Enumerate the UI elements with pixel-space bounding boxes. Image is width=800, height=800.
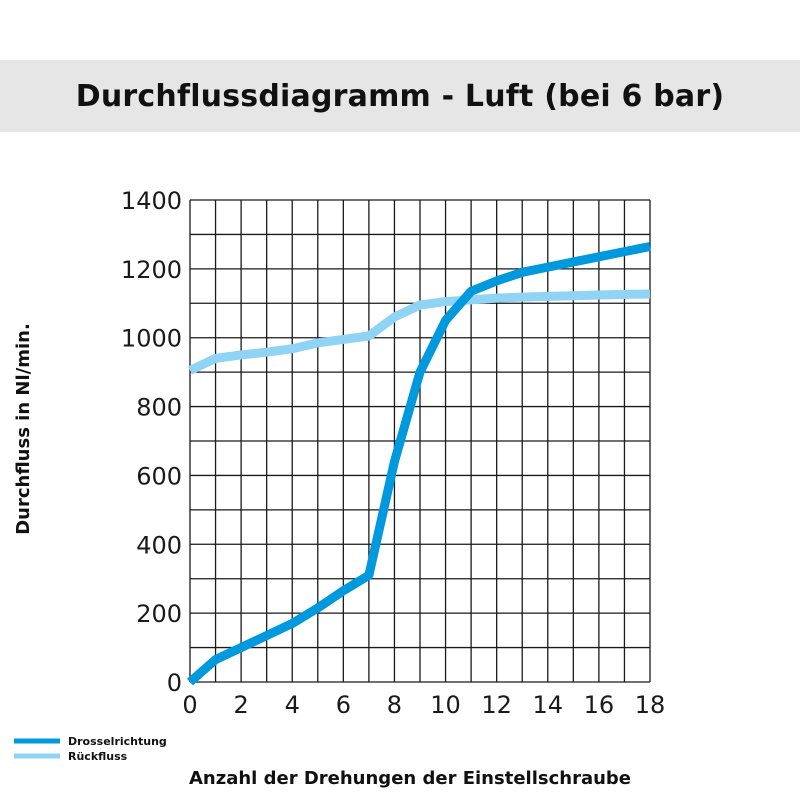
- legend-label-drosselrichtung: Drosselrichtung: [68, 735, 167, 748]
- x-tick-label: 6: [336, 691, 351, 719]
- y-axis-title: Durchfluss in Nl/min.: [13, 323, 34, 535]
- x-tick-label: 8: [387, 691, 402, 719]
- chart-title: Durchflussdiagramm - Luft (bei 6 bar): [75, 78, 725, 114]
- legend: Drosselrichtung Rückfluss: [14, 735, 167, 763]
- y-tick-label: 200: [136, 600, 182, 628]
- y-tick-label: 400: [136, 531, 182, 559]
- x-axis-title: Anzahl der Drehungen der Einstellschraub…: [189, 768, 631, 789]
- tick-labels: 0 200 400 600 800 1000 1200 1400 0 2 4 6 8 10 12 14 16 18: [121, 187, 665, 719]
- x-tick-label: 12: [481, 691, 512, 719]
- series-line-drosselrichtung: [187, 242, 651, 686]
- y-tick-label: 600: [136, 462, 182, 490]
- legend-label-rueckfluss: Rückfluss: [68, 750, 128, 763]
- x-tick-label: 18: [635, 691, 666, 719]
- series-lines: [187, 242, 651, 686]
- y-tick-label: 1200: [121, 256, 182, 284]
- series-line-rueckfluss: [188, 289, 651, 375]
- x-tick-label: 0: [182, 691, 197, 719]
- x-tick-label: 14: [533, 691, 564, 719]
- chart-title-bar: Durchflussdiagramm - Luft (bei 6 bar): [0, 60, 800, 132]
- y-tick-label: 0: [167, 669, 182, 697]
- x-tick-label: 10: [430, 691, 461, 719]
- y-tick-label: 1400: [121, 187, 182, 215]
- y-tick-label: 1000: [121, 325, 182, 353]
- x-tick-label: 4: [285, 691, 300, 719]
- x-tick-label: 16: [584, 691, 615, 719]
- y-tick-label: 800: [136, 394, 182, 422]
- grid: [189, 199, 651, 683]
- x-tick-label: 2: [233, 691, 248, 719]
